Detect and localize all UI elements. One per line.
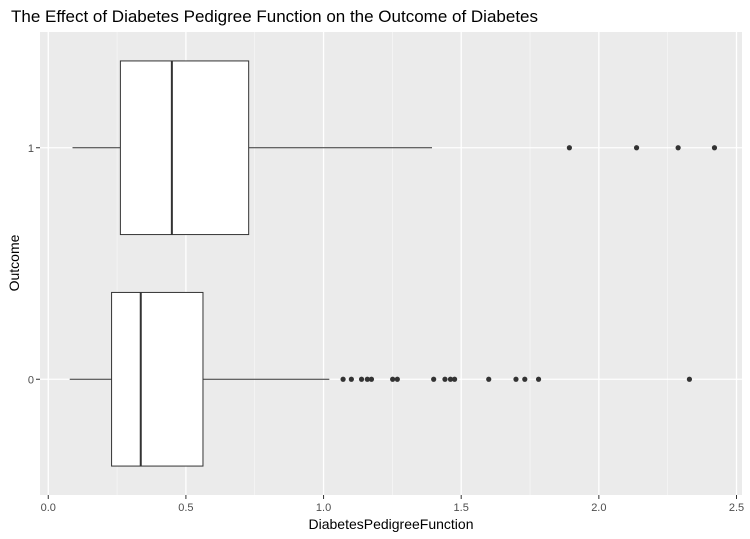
outlier-point	[394, 376, 400, 382]
box-outcome-1	[72, 60, 718, 236]
y-tick-label: 1	[28, 143, 34, 155]
outlier-point	[711, 145, 718, 151]
y-axis: 01	[28, 143, 40, 386]
outlier-point	[451, 376, 458, 382]
box-outcome-0	[69, 291, 693, 467]
box-iqr	[111, 291, 204, 467]
outlier-point	[513, 376, 519, 382]
outlier-point	[486, 376, 492, 382]
outlier-point	[431, 376, 437, 382]
y-tick-label: 0	[28, 374, 34, 386]
outlier-point	[447, 376, 454, 382]
x-tick-label: 2.5	[729, 502, 744, 514]
box-iqr	[119, 60, 250, 236]
x-tick-label: 0.5	[178, 502, 193, 514]
x-tick-label: 1.5	[454, 502, 469, 514]
outlier-point	[368, 376, 375, 382]
x-tick-label: 2.0	[591, 502, 606, 514]
outlier-point	[364, 376, 370, 382]
outlier-point	[348, 376, 354, 382]
outlier-point	[390, 376, 396, 382]
x-axis: 0.0 0.5 1.0 1.5 2.0 2.5	[41, 495, 744, 514]
y-axis-title: Outcome	[6, 234, 22, 291]
outlier-point	[535, 376, 542, 382]
boxplots	[69, 60, 718, 467]
outlier-point	[675, 145, 681, 151]
outlier-point	[566, 145, 572, 151]
x-tick-label: 0.0	[41, 502, 56, 514]
outlier-point	[358, 376, 365, 382]
x-tick-label: 1.0	[316, 502, 331, 514]
chart-title: The Effect of Diabetes Pedigree Function…	[11, 7, 538, 26]
outlier-point	[686, 376, 693, 382]
outlier-point	[340, 376, 346, 382]
outlier-point	[633, 145, 640, 151]
outlier-point	[442, 376, 448, 382]
x-axis-title: DiabetesPedigreeFunction	[309, 516, 474, 532]
outlier-point	[522, 376, 528, 382]
